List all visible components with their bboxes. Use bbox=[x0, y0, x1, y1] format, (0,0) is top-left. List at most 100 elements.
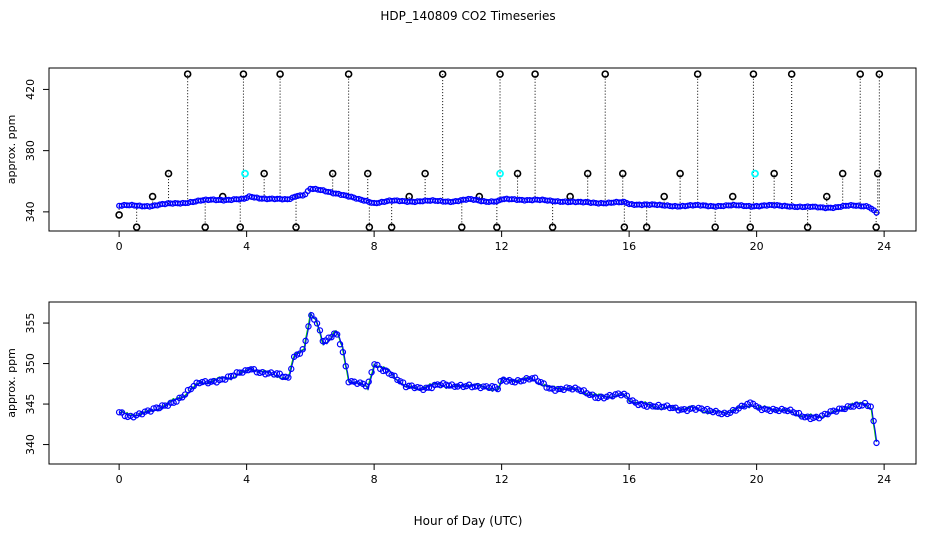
data-point bbox=[313, 320, 321, 327]
stick-marker bbox=[421, 169, 429, 178]
stick-marker bbox=[239, 70, 248, 78]
data-point bbox=[557, 385, 565, 393]
data-point bbox=[167, 399, 174, 406]
stick-marker bbox=[148, 192, 157, 201]
data-point bbox=[649, 403, 656, 410]
stick-marker bbox=[496, 70, 504, 78]
data-point bbox=[678, 406, 685, 413]
calibration-point bbox=[751, 169, 759, 178]
data-point bbox=[460, 383, 467, 391]
data-point bbox=[563, 384, 570, 391]
stick-marker bbox=[531, 70, 539, 78]
stick-marker bbox=[838, 169, 847, 178]
data-point bbox=[399, 379, 407, 386]
data-point bbox=[405, 382, 413, 390]
data-point bbox=[830, 407, 837, 414]
bottom-plot-area bbox=[115, 311, 880, 447]
stick-marker bbox=[201, 223, 209, 231]
data-point bbox=[729, 406, 737, 414]
stick-marker bbox=[365, 223, 374, 231]
data-point bbox=[792, 410, 800, 417]
stick-marker bbox=[493, 223, 501, 231]
stick-marker bbox=[548, 223, 557, 231]
data-point bbox=[365, 378, 372, 385]
data-point bbox=[285, 374, 292, 381]
data-point bbox=[332, 190, 339, 197]
data-point bbox=[262, 371, 269, 378]
data-point bbox=[686, 405, 694, 413]
data-point bbox=[293, 351, 301, 358]
bottom-x-tick-label: 16 bbox=[622, 473, 636, 486]
data-point bbox=[635, 401, 642, 409]
data-point bbox=[256, 369, 263, 377]
data-point bbox=[592, 394, 599, 401]
data-point bbox=[265, 370, 272, 377]
data-point bbox=[468, 383, 476, 391]
data-point bbox=[488, 383, 496, 390]
data-point bbox=[669, 404, 676, 412]
data-point bbox=[526, 376, 533, 383]
calibration-point bbox=[496, 169, 504, 178]
top-y-axis-title: approx. ppm bbox=[5, 115, 18, 185]
top-x-tick-label: 4 bbox=[243, 240, 250, 253]
data-point bbox=[801, 414, 808, 421]
data-point bbox=[207, 378, 215, 385]
bottom-x-tick-label: 12 bbox=[495, 473, 509, 486]
stick-marker bbox=[875, 70, 884, 78]
data-point bbox=[299, 346, 306, 353]
data-point bbox=[623, 392, 631, 399]
bottom-y-axis-title: approx. ppm bbox=[5, 348, 18, 418]
data-point bbox=[612, 391, 619, 398]
data-point bbox=[388, 371, 395, 379]
top-y-tick-label: 380 bbox=[24, 140, 37, 161]
stick-marker bbox=[183, 70, 192, 78]
bottom-y-tick-label: 345 bbox=[24, 394, 37, 415]
stick-marker bbox=[787, 70, 796, 78]
data-point bbox=[445, 382, 453, 389]
data-point bbox=[761, 405, 768, 412]
data-point bbox=[279, 373, 286, 381]
data-point bbox=[224, 373, 232, 380]
data-point bbox=[296, 350, 304, 357]
top-x-tick-label: 0 bbox=[116, 240, 123, 253]
data-point bbox=[807, 415, 814, 423]
data-point bbox=[153, 404, 160, 411]
data-point bbox=[308, 312, 315, 319]
data-point bbox=[236, 369, 243, 376]
data-point bbox=[379, 367, 387, 375]
data-point bbox=[319, 337, 327, 345]
stick-marker bbox=[746, 223, 755, 231]
data-point bbox=[161, 402, 169, 409]
data-point bbox=[288, 365, 295, 373]
data-point bbox=[864, 402, 872, 410]
data-point bbox=[626, 397, 633, 405]
top-plot-area bbox=[115, 70, 884, 231]
calibration-point bbox=[241, 169, 249, 178]
data-point bbox=[336, 341, 344, 348]
data-point bbox=[302, 337, 309, 345]
stick-marker bbox=[660, 192, 668, 201]
data-point bbox=[856, 402, 863, 410]
data-point bbox=[586, 391, 593, 399]
data-point bbox=[546, 385, 553, 392]
data-point bbox=[305, 323, 312, 330]
top-y-tick-label: 420 bbox=[24, 79, 37, 100]
data-point bbox=[658, 403, 665, 411]
bottom-x-tick-label: 8 bbox=[371, 473, 378, 486]
data-point bbox=[494, 385, 501, 393]
bottom-plot-frame bbox=[48, 301, 917, 465]
bottom-y-tick-label: 355 bbox=[24, 313, 37, 334]
data-point bbox=[425, 384, 433, 391]
stick-marker bbox=[601, 70, 610, 78]
data-point bbox=[640, 402, 648, 409]
data-point bbox=[480, 383, 487, 390]
bottom-y-tick-label: 350 bbox=[24, 353, 37, 374]
data-point bbox=[170, 399, 177, 406]
stick-marker bbox=[749, 70, 758, 78]
data-point bbox=[342, 362, 349, 370]
data-point bbox=[115, 409, 123, 416]
data-point bbox=[606, 391, 613, 399]
data-point bbox=[529, 375, 536, 382]
data-point bbox=[543, 384, 550, 391]
data-point bbox=[391, 372, 398, 379]
